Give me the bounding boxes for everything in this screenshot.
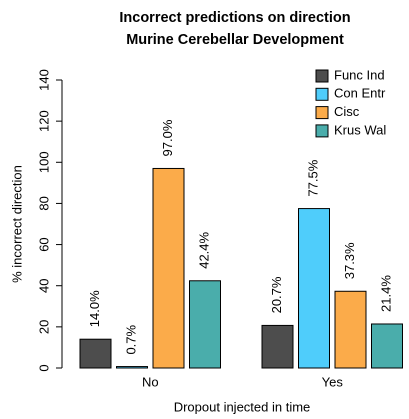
bar [298,208,330,369]
y-tick-label: 40 [36,278,51,292]
chart-title: Incorrect predictions on direction [119,10,350,26]
bar [79,338,112,369]
legend-label: Con Entr [334,86,386,101]
value-label: 42.4% [196,231,211,268]
bar [116,366,148,369]
y-tick-label: 140 [36,69,51,91]
legend-label: Krus Wal [334,122,386,137]
legend-swatch [315,69,329,83]
value-label: 37.3% [342,242,357,279]
y-tick-label: 80 [36,196,51,210]
legend-label: Cisc [334,104,360,119]
x-axis-label: Dropout injected in time [174,399,311,414]
legend-label: Func Ind [334,67,385,82]
value-label: 14.0% [87,290,102,327]
bar [371,323,403,369]
y-tick-label: 0 [36,364,51,371]
bar [189,280,221,369]
x-tick-label: No [142,374,159,389]
chart-title: Murine Cerebellar Development [126,32,344,48]
legend-swatch [315,124,329,138]
y-tick-label: 60 [36,237,51,251]
value-label: 21.4% [378,275,393,312]
value-label: 0.7% [123,324,138,354]
y-tick-label: 100 [36,151,51,173]
legend-swatch [315,106,329,120]
legend-swatch [315,87,329,101]
y-axis-label: % incorrect direction [9,165,24,283]
y-tick-label: 20 [36,320,51,334]
value-label: 77.5% [305,159,320,196]
y-tick-label: 120 [36,110,51,132]
bar [334,290,367,369]
value-label: 97.0% [160,119,175,156]
x-tick-label: Yes [322,374,344,389]
bar [152,167,185,369]
bar [261,324,294,369]
value-label: 20.7% [269,276,284,313]
